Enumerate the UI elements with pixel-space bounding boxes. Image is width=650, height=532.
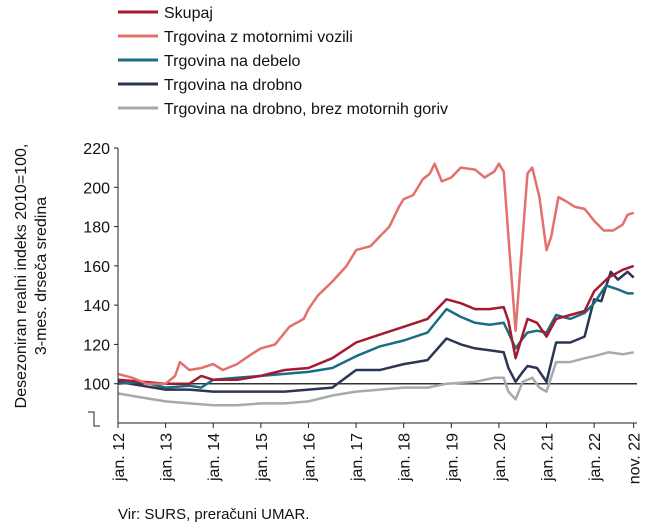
y-axis-title-line-1: Desezoniran realni indeks 2010=100, [13, 144, 30, 409]
x-axis: jan. 12 jan. 13 jan. 14 jan. 15 jan. 16 jan. … [111, 422, 644, 484]
y-tick-label: 120 [83, 337, 110, 354]
series-line-1 [117, 162, 635, 385]
legend-label: Trgovina na debelo [164, 53, 300, 70]
x-tick-label: jan. 22 [587, 433, 604, 482]
series-line-4 [117, 351, 634, 407]
legend-label: Trgovina z motornimi vozili [164, 29, 353, 46]
series-line-0 [117, 264, 635, 385]
y-axis-title-line-2: 3-mes. drseča sredina [33, 197, 50, 355]
legend-label: Skupaj [164, 5, 213, 22]
y-tick-label: 160 [83, 259, 110, 276]
y-tick-label: 140 [83, 298, 110, 315]
legend-label: Trgovina na drobno, brez motornih goriv [164, 101, 448, 118]
x-tick-label: jan. 13 [159, 433, 176, 482]
y-tick-label: 220 [83, 141, 110, 158]
y-tick-label: 100 [83, 377, 110, 394]
x-tick-label: jan. 14 [206, 433, 223, 482]
plot-area [117, 162, 637, 407]
y-axis: 100 120 140 160 180 200 220 [83, 141, 119, 427]
x-tick-label: jan. 17 [349, 433, 366, 482]
x-tick-label: jan. 21 [540, 433, 557, 482]
source-note: Vir: SURS, preračuni UMAR. [118, 506, 310, 523]
x-tick-label: jan. 19 [444, 433, 461, 482]
axis-break-marker [88, 411, 100, 427]
legend: Skupaj Trgovina z motornimi vozili Trgovin… [118, 5, 448, 118]
x-tick-label: jan. 15 [254, 433, 271, 482]
legend-label: Trgovina na drobno [164, 77, 302, 94]
x-tick-label: jan. 12 [111, 433, 128, 482]
y-tick-label: 180 [83, 220, 110, 237]
x-tick-label: jan. 16 [301, 433, 318, 482]
y-tick-label: 200 [83, 180, 110, 197]
x-tick-label: jan. 20 [492, 433, 509, 482]
x-tick-label: nov. 22 [627, 433, 644, 484]
x-tick-label: jan. 18 [397, 433, 414, 482]
series-line-3 [117, 270, 635, 393]
